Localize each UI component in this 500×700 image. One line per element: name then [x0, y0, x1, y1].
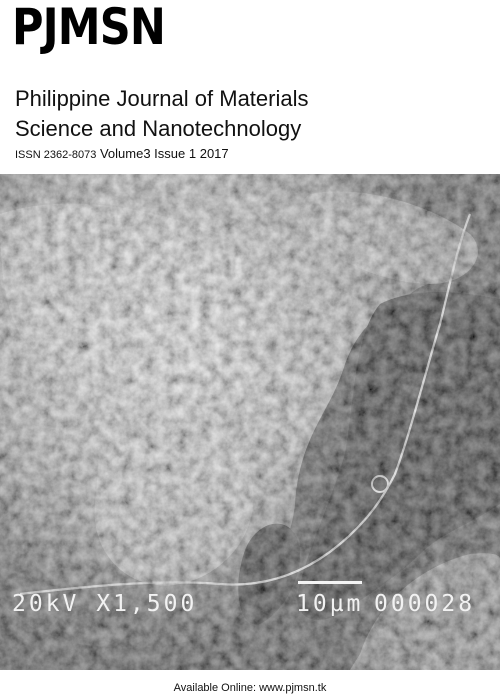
issn-number: ISSN 2362-8073: [15, 149, 97, 161]
journal-title: Philippine Journal of Materials Science …: [15, 84, 309, 144]
publication-year: 2017: [199, 146, 229, 161]
volume-issue: Volume3 Issue 1: [99, 146, 197, 161]
sem-micrograph: 20kV X1,500 10µm 000028: [0, 174, 500, 670]
available-online-text: Available Online: www.pjmsn.tk: [173, 682, 327, 694]
journal-logo: PJMSN: [12, 0, 166, 56]
issn-volume-line: ISSN 2362-8073 Volume3 Issue 1 2017: [15, 146, 229, 161]
cover-footer: Available Online: www.pjmsn.tk: [0, 670, 500, 700]
sem-texture: [0, 174, 500, 670]
sem-voltage-magnification: 20kV X1,500: [12, 591, 198, 617]
sem-scale-bar: [298, 581, 362, 584]
journal-title-line2: Science and Nanotechnology: [15, 116, 302, 141]
journal-title-line1: Philippine Journal of Materials: [15, 86, 309, 111]
sem-scale-label: 10µm: [296, 591, 364, 617]
cover-header: PJMSN Philippine Journal of Materials Sc…: [0, 0, 500, 175]
sem-image-number: 000028: [374, 591, 476, 617]
